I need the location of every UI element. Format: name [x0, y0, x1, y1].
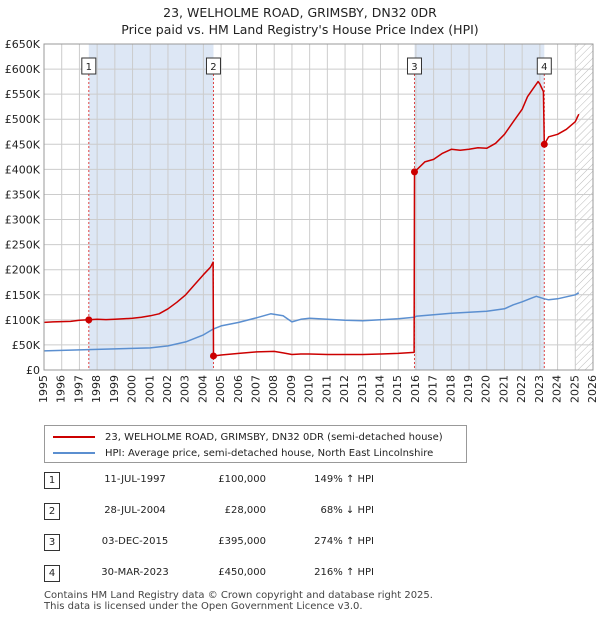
x-tick-label: 2004 [196, 375, 209, 403]
future-region [575, 44, 593, 370]
legend-item-hpi: HPI: Average price, semi-detached house,… [53, 445, 433, 461]
sale-row: 1 11-JUL-1997 £100,000 149% ↑ HPI [44, 472, 464, 490]
ownership-band [414, 44, 545, 370]
footer-line-2: This data is licensed under the Open Gov… [44, 601, 363, 612]
sale-number-badge: 1 [44, 472, 60, 489]
sale-label-number: 3 [411, 62, 417, 73]
footer-attribution: Contains HM Land Registry data © Crown c… [44, 590, 584, 612]
x-tick-label: 2011 [320, 375, 333, 403]
legend-item-price: 23, WELHOLME ROAD, GRIMSBY, DN32 0DR (se… [53, 429, 443, 445]
sale-row: 2 28-JUL-2004 £28,000 68% ↓ HPI [44, 503, 464, 521]
x-tick-label: 1999 [108, 375, 121, 403]
footer-line-1: Contains HM Land Registry data © Crown c… [44, 590, 433, 601]
y-tick-label: £500K [5, 113, 41, 126]
sale-point [85, 316, 93, 324]
x-tick-label: 2010 [303, 375, 316, 403]
y-tick-label: £250K [5, 239, 41, 252]
price-chart: £0 £50K £100K £150K £200K £250K £300K £350K £400… [5, 38, 599, 403]
x-tick-label: 2016 [409, 375, 422, 403]
x-tick-label: 2026 [586, 375, 599, 403]
sale-row: 3 03-DEC-2015 £395,000 274% ↑ HPI [44, 534, 464, 552]
x-tick-label: 2015 [391, 375, 404, 403]
x-tick-label: 2002 [161, 375, 174, 403]
x-tick-label: 1997 [72, 375, 85, 403]
y-tick-label: £650K [5, 38, 41, 51]
sale-point [540, 140, 548, 148]
sale-hpi-change: 216% ↑ HPI [314, 567, 374, 578]
sale-point [410, 168, 418, 176]
y-tick-label: £300K [5, 214, 41, 227]
y-tick-label: £100K [5, 314, 41, 327]
sale-hpi-change: 68% ↓ HPI [320, 505, 374, 516]
legend-label-price: 23, WELHOLME ROAD, GRIMSBY, DN32 0DR (se… [105, 431, 443, 443]
sale-label-box [536, 57, 552, 75]
sale-date: 28-JUL-2004 [104, 505, 166, 516]
y-tick-label: £450K [5, 138, 41, 151]
x-tick-label: 2001 [143, 375, 156, 403]
x-tick-label: 1998 [90, 375, 103, 403]
x-tick-label: 2014 [373, 375, 386, 403]
x-tick-label: 2020 [480, 375, 493, 403]
y-tick-label: £350K [5, 188, 41, 201]
x-tick-label: 2017 [427, 375, 440, 403]
x-tick-label: 2013 [356, 375, 369, 403]
title-line-1: 23, WELHOLME ROAD, GRIMSBY, DN32 0DR [163, 5, 437, 20]
sale-label-box [406, 57, 422, 75]
sale-label-number: 2 [210, 62, 216, 73]
sale-label-number: 4 [541, 62, 547, 73]
sale-label-box [81, 57, 97, 75]
legend-swatch-price [53, 436, 95, 438]
legend-label-hpi: HPI: Average price, semi-detached house,… [105, 447, 434, 459]
y-tick-label: £50K [12, 339, 41, 352]
sale-number-badge: 4 [44, 565, 60, 582]
hpi-series-line [43, 292, 580, 352]
sale-number-badge: 3 [44, 534, 60, 551]
x-tick-label: 2024 [551, 375, 564, 403]
title-line-2: Price paid vs. HM Land Registry's House … [121, 22, 479, 37]
sale-hpi-change: 274% ↑ HPI [314, 536, 374, 547]
sale-price: £450,000 [218, 567, 266, 578]
sale-label-box [205, 57, 221, 75]
x-tick-label: 2008 [267, 375, 280, 403]
price-series-line [43, 80, 580, 357]
x-tick-label: 2007 [250, 375, 263, 403]
legend-swatch-hpi [53, 452, 95, 454]
sale-number-badge: 2 [44, 503, 60, 520]
sale-hpi-change: 149% ↑ HPI [314, 474, 374, 485]
x-tick-label: 2003 [179, 375, 192, 403]
sale-price: £100,000 [218, 474, 266, 485]
y-tick-label: £200K [5, 264, 41, 277]
x-tick-label: 2009 [285, 375, 298, 403]
y-tick-label: £0 [26, 364, 40, 377]
legend: 23, WELHOLME ROAD, GRIMSBY, DN32 0DR (se… [44, 425, 467, 463]
x-tick-label: 2022 [515, 375, 528, 403]
sale-row: 4 30-MAR-2023 £450,000 216% ↑ HPI [44, 565, 464, 583]
sale-price: £28,000 [224, 505, 266, 516]
sale-label-number: 1 [86, 62, 92, 73]
y-tick-label: £600K [5, 63, 41, 76]
x-tick-label: 2023 [533, 375, 546, 403]
x-tick-label: 2019 [462, 375, 475, 403]
x-tick-label: 1996 [55, 375, 68, 403]
y-tick-label: £550K [5, 88, 41, 101]
sale-date: 11-JUL-1997 [104, 474, 166, 485]
y-tick-label: £400K [5, 163, 41, 176]
x-tick-label: 2005 [214, 375, 227, 403]
sale-date: 03-DEC-2015 [101, 536, 169, 547]
sale-date: 30-MAR-2023 [101, 567, 169, 578]
x-tick-label: 2025 [568, 375, 581, 403]
ownership-band [88, 44, 214, 370]
chart-title: 23, WELHOLME ROAD, GRIMSBY, DN32 0DR Pri… [0, 4, 600, 38]
sale-point [209, 352, 217, 360]
x-tick-label: 2000 [126, 375, 139, 403]
x-tick-label: 2021 [497, 375, 510, 403]
x-tick-label: 2006 [232, 375, 245, 403]
x-tick-label: 2012 [338, 375, 351, 403]
plot-border [43, 43, 594, 371]
y-tick-label: £150K [5, 289, 41, 302]
sale-price: £395,000 [218, 536, 266, 547]
x-tick-label: 2018 [444, 375, 457, 403]
x-tick-label: 1995 [37, 375, 50, 403]
